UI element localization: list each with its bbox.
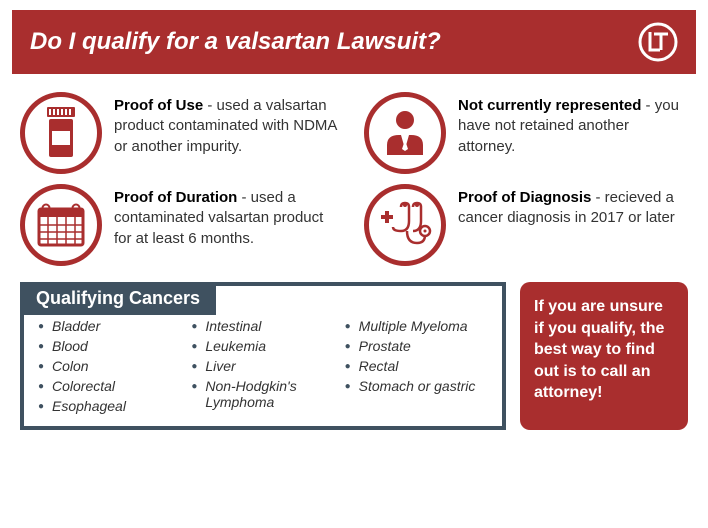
lt-logo-icon (638, 22, 678, 62)
bottom-section: Qualifying Cancers Bladder Blood Colon C… (0, 276, 708, 440)
criterion-not-represented: Not currently represented - you have not… (364, 92, 688, 174)
cancer-item: Bladder (38, 316, 181, 336)
criterion-proof-of-use: Proof of Use - used a valsartan product … (20, 92, 344, 174)
cancer-item: Blood (38, 336, 181, 356)
cancer-item: Colorectal (38, 376, 181, 396)
cancers-title: Qualifying Cancers (20, 282, 216, 315)
stethoscope-icon (377, 197, 433, 253)
criterion-bold: Proof of Duration (114, 189, 237, 206)
criterion-text: Not currently represented - you have not… (458, 92, 688, 157)
icon-circle (20, 184, 102, 266)
cancer-col-2: Intestinal Leukemia Liver Non-Hodgkin's … (191, 316, 334, 416)
criterion-text: Proof of Use - used a valsartan product … (114, 92, 344, 157)
criterion-proof-of-duration: Proof of Duration - used a contaminated … (20, 184, 344, 266)
cancer-item: Non-Hodgkin's Lymphoma (191, 376, 334, 412)
person-icon (377, 105, 433, 161)
icon-circle (364, 184, 446, 266)
cancer-item: Liver (191, 356, 334, 376)
criterion-bold: Not currently represented (458, 97, 641, 114)
cancer-columns: Bladder Blood Colon Colorectal Esophagea… (38, 316, 488, 416)
criterion-proof-of-diagnosis: Proof of Diagnosis - recieved a cancer d… (364, 184, 688, 266)
pill-bottle-icon (39, 105, 83, 161)
cancer-item: Stomach or gastric (345, 376, 488, 396)
criterion-bold: Proof of Use (114, 97, 203, 114)
cancer-item: Rectal (345, 356, 488, 376)
icon-circle (20, 92, 102, 174)
criteria-grid: Proof of Use - used a valsartan product … (0, 74, 708, 276)
cancer-item: Intestinal (191, 316, 334, 336)
cancer-item: Colon (38, 356, 181, 376)
cancer-item: Multiple Myeloma (345, 316, 488, 336)
cancer-item: Esophageal (38, 396, 181, 416)
brand-logo (638, 22, 678, 62)
icon-circle (364, 92, 446, 174)
cancer-col-1: Bladder Blood Colon Colorectal Esophagea… (38, 316, 181, 416)
cancer-col-3: Multiple Myeloma Prostate Rectal Stomach… (345, 316, 488, 416)
criterion-bold: Proof of Diagnosis (458, 189, 591, 206)
cancer-item: Prostate (345, 336, 488, 356)
calendar-icon (33, 199, 89, 251)
header-bar: Do I qualify for a valsartan Lawsuit? (12, 10, 696, 74)
qualifying-cancers-box: Qualifying Cancers Bladder Blood Colon C… (20, 282, 506, 430)
cta-box: If you are unsure if you qualify, the be… (520, 282, 688, 430)
page-title: Do I qualify for a valsartan Lawsuit? (30, 28, 441, 56)
criterion-text: Proof of Duration - used a contaminated … (114, 184, 344, 249)
cancer-item: Leukemia (191, 336, 334, 356)
criterion-text: Proof of Diagnosis - recieved a cancer d… (458, 184, 688, 229)
